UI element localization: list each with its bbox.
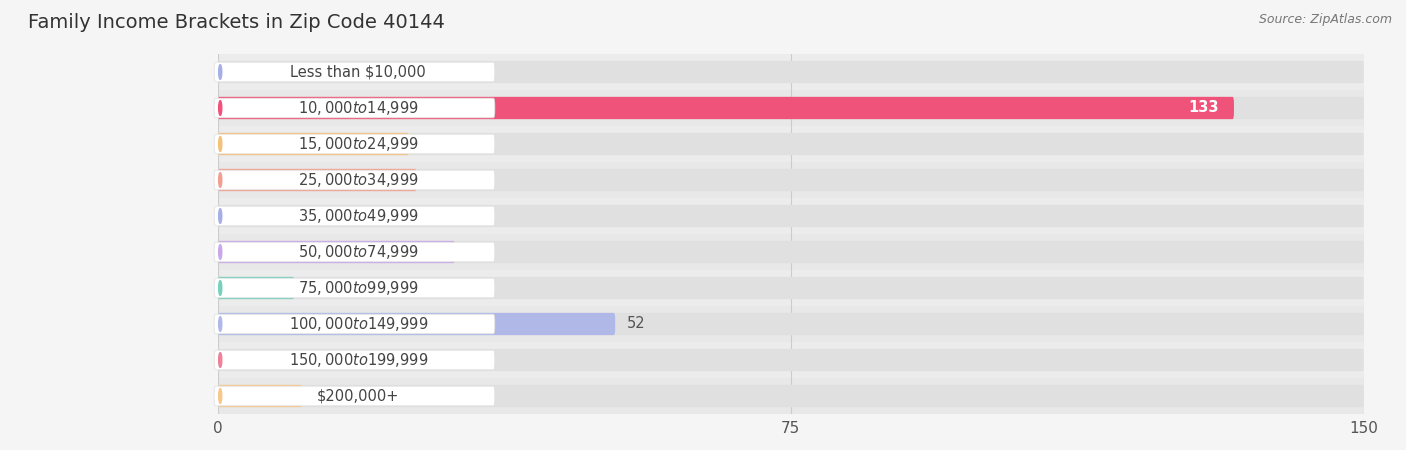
FancyBboxPatch shape xyxy=(218,241,1364,263)
Text: $75,000 to $99,999: $75,000 to $99,999 xyxy=(298,279,419,297)
Circle shape xyxy=(219,317,222,331)
Text: $150,000 to $199,999: $150,000 to $199,999 xyxy=(288,351,427,369)
FancyBboxPatch shape xyxy=(218,349,1364,371)
Bar xyxy=(218,342,1364,378)
Bar xyxy=(218,162,1364,198)
Text: 11: 11 xyxy=(314,388,332,404)
Text: 10: 10 xyxy=(305,280,325,296)
Bar xyxy=(218,234,1364,270)
FancyBboxPatch shape xyxy=(218,169,1364,191)
FancyBboxPatch shape xyxy=(214,350,495,370)
FancyBboxPatch shape xyxy=(214,98,495,118)
FancyBboxPatch shape xyxy=(218,97,1364,119)
Text: $10,000 to $14,999: $10,000 to $14,999 xyxy=(298,99,419,117)
Text: 0: 0 xyxy=(229,64,239,80)
Bar xyxy=(218,378,1364,414)
Circle shape xyxy=(219,173,222,187)
Text: $25,000 to $34,999: $25,000 to $34,999 xyxy=(298,171,419,189)
FancyBboxPatch shape xyxy=(218,241,454,263)
Text: $35,000 to $49,999: $35,000 to $49,999 xyxy=(298,207,419,225)
Circle shape xyxy=(219,65,222,79)
Text: $100,000 to $149,999: $100,000 to $149,999 xyxy=(288,315,427,333)
FancyBboxPatch shape xyxy=(218,61,1364,83)
Circle shape xyxy=(219,101,222,115)
Bar xyxy=(218,126,1364,162)
Circle shape xyxy=(219,137,222,151)
Circle shape xyxy=(219,281,222,295)
Bar xyxy=(218,198,1364,234)
FancyBboxPatch shape xyxy=(218,133,409,155)
FancyBboxPatch shape xyxy=(218,385,1364,407)
Text: $15,000 to $24,999: $15,000 to $24,999 xyxy=(298,135,419,153)
FancyBboxPatch shape xyxy=(214,278,495,298)
Text: $200,000+: $200,000+ xyxy=(318,388,399,404)
Circle shape xyxy=(219,245,222,259)
FancyBboxPatch shape xyxy=(214,386,495,406)
Text: $50,000 to $74,999: $50,000 to $74,999 xyxy=(298,243,419,261)
Text: 31: 31 xyxy=(467,244,485,260)
FancyBboxPatch shape xyxy=(214,134,495,154)
Text: 26: 26 xyxy=(427,172,447,188)
Text: Family Income Brackets in Zip Code 40144: Family Income Brackets in Zip Code 40144 xyxy=(28,14,444,32)
Bar xyxy=(218,54,1364,90)
FancyBboxPatch shape xyxy=(218,97,1234,119)
Text: 0: 0 xyxy=(229,208,239,224)
FancyBboxPatch shape xyxy=(218,277,1364,299)
FancyBboxPatch shape xyxy=(218,313,1364,335)
Circle shape xyxy=(219,353,222,367)
Bar xyxy=(218,270,1364,306)
FancyBboxPatch shape xyxy=(218,277,294,299)
FancyBboxPatch shape xyxy=(214,62,495,82)
Text: 25: 25 xyxy=(420,136,439,152)
FancyBboxPatch shape xyxy=(214,242,495,262)
FancyBboxPatch shape xyxy=(218,169,416,191)
Text: 52: 52 xyxy=(627,316,645,332)
Circle shape xyxy=(219,209,222,223)
FancyBboxPatch shape xyxy=(218,133,1364,155)
FancyBboxPatch shape xyxy=(218,385,302,407)
Text: 133: 133 xyxy=(1188,100,1219,116)
FancyBboxPatch shape xyxy=(214,170,495,190)
FancyBboxPatch shape xyxy=(214,314,495,334)
Bar xyxy=(218,90,1364,126)
FancyBboxPatch shape xyxy=(218,205,1364,227)
FancyBboxPatch shape xyxy=(218,313,616,335)
FancyBboxPatch shape xyxy=(214,206,495,226)
Bar xyxy=(218,306,1364,342)
Text: Source: ZipAtlas.com: Source: ZipAtlas.com xyxy=(1258,14,1392,27)
Text: 0: 0 xyxy=(229,352,239,368)
Text: Less than $10,000: Less than $10,000 xyxy=(291,64,426,80)
Circle shape xyxy=(219,389,222,403)
